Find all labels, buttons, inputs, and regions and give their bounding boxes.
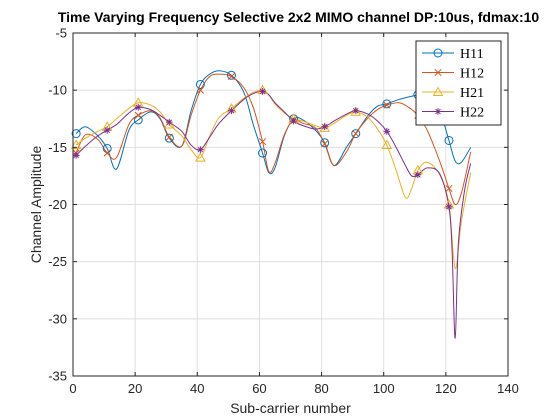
series-marker-h11	[444, 135, 454, 145]
y-tick-label: -20	[48, 197, 67, 212]
series-marker-h12	[227, 72, 236, 81]
y-tick-label: -35	[48, 369, 67, 384]
series-marker-h11	[382, 99, 392, 109]
y-tick-label: -10	[48, 83, 67, 98]
tick-labels: 0 20 40 60 80 100 120 140 -35 -30 -25 -20 -15 -10 -5	[48, 26, 519, 397]
x-tick-label: 60	[252, 381, 266, 396]
y-tick-label: -15	[48, 140, 67, 155]
legend-marker-h12	[434, 68, 442, 77]
series-marker-h21	[381, 139, 393, 150]
series-marker-h22	[196, 146, 204, 154]
series-marker-h12	[134, 111, 142, 119]
series-marker-h22	[72, 151, 80, 159]
series-marker-h22	[165, 118, 173, 126]
series-marker-h22	[321, 123, 329, 131]
series-marker-h11	[226, 70, 236, 80]
series-marker-h22	[352, 107, 360, 115]
legend-marker-h22	[434, 108, 442, 115]
series-marker-h22	[228, 107, 235, 115]
series-marker-h22	[383, 127, 391, 135]
legend: H11 H12 H21 H22	[415, 40, 502, 126]
series-lines	[75, 70, 472, 339]
series-marker-h22	[134, 103, 142, 111]
series-marker-h22	[103, 126, 111, 134]
series-marker-h12	[103, 149, 111, 157]
series-line-h12	[75, 73, 472, 206]
x-tick-label: 20	[128, 381, 142, 396]
legend-box	[415, 40, 502, 126]
series-marker-h21	[195, 152, 206, 162]
y-tick-label: -5	[55, 26, 67, 41]
series-marker-h11	[195, 79, 205, 89]
y-tick-label: -30	[48, 311, 67, 326]
series-marker-h11	[164, 133, 174, 143]
series-marker-h12	[321, 140, 329, 148]
series-marker-h12	[165, 133, 173, 141]
series-marker-h12	[383, 101, 391, 109]
series-marker-h21	[70, 139, 82, 150]
x-axis-label: Sub-carrier number	[230, 400, 351, 416]
legend-marker-h11	[433, 48, 443, 58]
series-marker-h11	[258, 148, 268, 158]
series-marker-h12	[258, 138, 267, 146]
series-marker-h11	[320, 138, 330, 148]
series-marker-h11	[71, 129, 81, 139]
legend-label-h22: H22	[460, 106, 484, 121]
legend-label-h11: H11	[460, 47, 484, 62]
series-line-h11	[75, 70, 472, 175]
series-line-h21	[75, 89, 472, 270]
series-marker-h22	[414, 171, 422, 179]
series-marker-h12	[352, 130, 360, 138]
series-marker-h11	[351, 129, 361, 139]
x-tick-label: 40	[190, 381, 204, 396]
series-marker-h21	[319, 122, 331, 132]
x-tick-label: 80	[314, 381, 328, 396]
series-marker-h22	[259, 87, 266, 95]
series-marker-h22	[445, 203, 453, 211]
x-tick-label: 0	[69, 381, 76, 396]
legend-label-h21: H21	[460, 86, 484, 101]
y-tick-label: -25	[48, 254, 67, 269]
series-marker-h22	[290, 117, 298, 125]
x-tick-label: 120	[435, 381, 457, 396]
y-axis-label: Channel Amplitude	[28, 146, 44, 264]
chart-title: Time Varying Frequency Selective 2x2 MIM…	[58, 9, 540, 25]
x-tick-label: 100	[373, 381, 395, 396]
series-marker-h12	[445, 184, 453, 193]
legend-marker-h21	[432, 86, 444, 96]
series-marker-h12	[196, 86, 204, 94]
series-marker-h21	[350, 106, 362, 116]
x-tick-label: 140	[497, 381, 519, 396]
legend-label-h12: H12	[460, 67, 484, 82]
